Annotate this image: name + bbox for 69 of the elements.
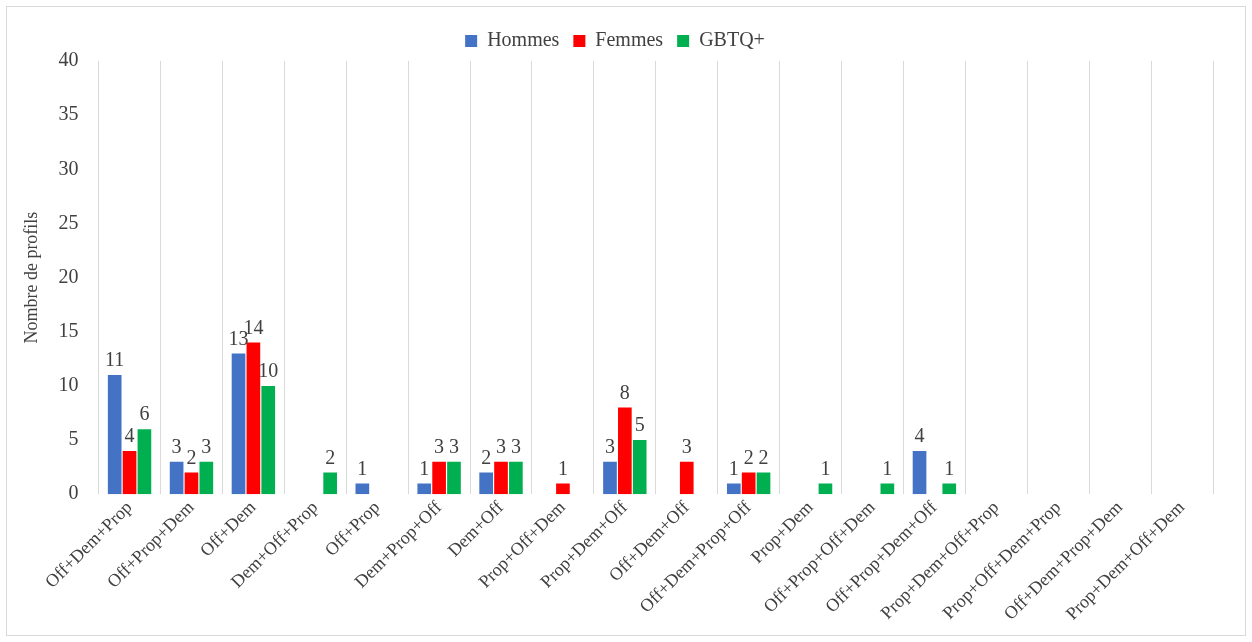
data-label: 2 — [186, 445, 197, 468]
data-label: 1 — [728, 456, 739, 479]
legend-label: Hommes — [487, 28, 560, 51]
bar — [741, 472, 756, 495]
bar — [494, 461, 508, 495]
data-label: 3 — [171, 434, 182, 457]
y-tick-label: 30 — [58, 156, 79, 179]
data-label: 1 — [944, 456, 955, 479]
data-label: 1 — [882, 456, 893, 479]
bar — [231, 353, 246, 495]
data-label: 2 — [481, 445, 492, 468]
data-label: 3 — [510, 434, 521, 457]
data-label: 2 — [325, 445, 336, 468]
data-label: 3 — [604, 434, 615, 457]
bar — [447, 461, 461, 495]
bar — [417, 483, 432, 495]
data-label: 2 — [743, 445, 754, 468]
data-label: 10 — [258, 359, 279, 382]
bar — [880, 483, 895, 495]
y-tick-label: 15 — [58, 319, 79, 342]
bar — [323, 472, 337, 495]
y-tick-label: 5 — [68, 427, 79, 450]
data-label: 1 — [820, 456, 831, 479]
y-tick-label: 0 — [68, 481, 79, 504]
data-label: 4 — [124, 424, 135, 447]
bar — [261, 385, 276, 495]
legend-label: GBTQ+ — [699, 28, 765, 51]
bar — [756, 472, 771, 495]
data-label: 3 — [448, 434, 459, 457]
data-label: 5 — [634, 413, 645, 436]
bar — [679, 461, 694, 495]
bar — [726, 483, 741, 495]
y-tick-label: 20 — [58, 264, 79, 287]
data-label: 3 — [201, 434, 212, 457]
bar — [169, 461, 184, 495]
bar — [432, 461, 446, 495]
y-axis-title: Nombre de profils — [20, 211, 41, 344]
bar — [246, 342, 261, 495]
bar — [184, 472, 199, 495]
data-label: 2 — [758, 445, 769, 468]
data-label: 11 — [105, 348, 125, 371]
bar — [509, 461, 523, 495]
data-label: 6 — [139, 402, 150, 425]
data-label: 3 — [681, 434, 692, 457]
data-label: 1 — [357, 456, 368, 479]
bar — [912, 450, 927, 495]
bar — [818, 483, 833, 495]
bar — [355, 483, 370, 495]
y-tick-label: 40 — [58, 48, 79, 71]
data-label: 1 — [419, 456, 430, 479]
bar — [556, 483, 570, 495]
y-tick-label: 25 — [58, 210, 79, 233]
bar — [107, 375, 122, 495]
bar — [618, 407, 632, 495]
bar — [199, 461, 214, 495]
data-label: 3 — [434, 434, 445, 457]
data-label: 1 — [557, 456, 568, 479]
bar — [122, 450, 137, 495]
data-label: 8 — [619, 380, 630, 403]
y-tick-label: 10 — [58, 373, 79, 396]
data-label: 4 — [914, 424, 925, 447]
bar — [603, 461, 617, 495]
bar — [942, 483, 957, 495]
bar — [479, 472, 493, 495]
data-label: 3 — [496, 434, 507, 457]
y-tick-label: 35 — [58, 102, 79, 125]
legend-label: Femmes — [595, 28, 664, 51]
bar — [632, 440, 647, 495]
bar — [137, 429, 152, 495]
